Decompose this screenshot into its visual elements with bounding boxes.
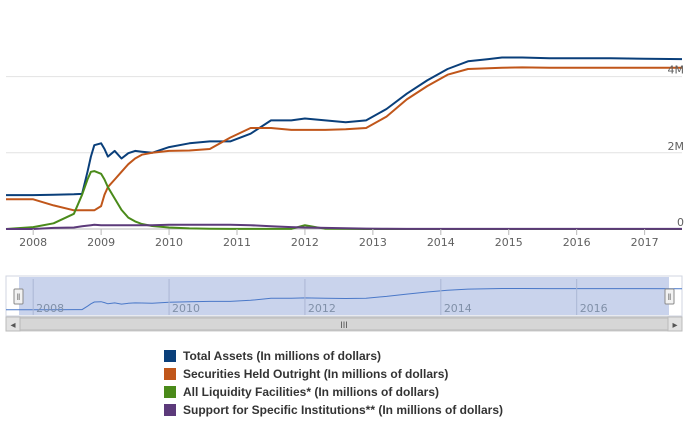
- legend-label: All Liquidity Facilities* (In millions o…: [183, 385, 440, 399]
- navigator-selected-range[interactable]: [19, 277, 669, 315]
- x-tick-label: 2015: [495, 236, 523, 249]
- series-line-1: [6, 66, 682, 212]
- x-tick-label: 2008: [19, 236, 47, 249]
- x-tick-label: 2009: [87, 236, 115, 249]
- y-tick-label: 0: [677, 216, 684, 229]
- legend-swatch: [164, 368, 176, 380]
- legend-swatch: [164, 404, 176, 416]
- navigator-x-label: 2010: [172, 302, 200, 315]
- legend-swatch: [164, 350, 176, 362]
- scrollbar[interactable]: ◂ III ▸: [5, 316, 683, 332]
- series-line-2: [5, 170, 682, 230]
- grip-icon: III: [340, 320, 348, 330]
- drag-handle-icon: ‖: [17, 292, 21, 302]
- triangle-left-icon: ◂: [10, 320, 15, 331]
- x-tick-label: 2016: [563, 236, 591, 249]
- y-axis: 0 2M 4M: [668, 64, 685, 229]
- navigator[interactable]: 2008 2010 2012 2014 2016 ‖ ‖: [5, 275, 683, 317]
- scroll-right-button[interactable]: [667, 316, 683, 332]
- series-line-3: [6, 223, 682, 230]
- plot-grid: [6, 76, 682, 230]
- legend-item-securities-held[interactable]: Securities Held Outright (In millions of…: [164, 365, 503, 383]
- legend-item-total-assets[interactable]: Total Assets (In millions of dollars): [164, 347, 503, 365]
- legend-swatch: [164, 386, 176, 398]
- x-tick-label: 2014: [427, 236, 455, 249]
- x-tick-label: 2017: [631, 236, 659, 249]
- legend-label: Securities Held Outright (In millions of…: [183, 367, 449, 381]
- x-tick-label: 2012: [291, 236, 319, 249]
- navigator-mini-chart: 2008 2010 2012 2014 2016: [6, 279, 683, 315]
- x-tick-label: 2013: [359, 236, 387, 249]
- navigator-x-label: 2008: [36, 302, 64, 315]
- legend-item-liquidity-facilities[interactable]: All Liquidity Facilities* (In millions o…: [164, 383, 503, 401]
- navigator-x-label: 2014: [444, 302, 472, 315]
- x-axis: 2008 2009 2010 2011 2012 2013 2014 2015 2016 2017: [19, 229, 659, 249]
- navigator-x-label: 2016: [580, 302, 608, 315]
- legend-item-specific-institutions[interactable]: Support for Specific Institutions** (In …: [164, 401, 503, 419]
- navigator-handle-left[interactable]: ‖: [13, 288, 24, 305]
- legend-label: Total Assets (In millions of dollars): [183, 349, 382, 363]
- navigator-series-line: [6, 288, 683, 311]
- series-lines: [5, 56, 683, 230]
- x-tick-label: 2010: [155, 236, 183, 249]
- x-tick-label: 2011: [223, 236, 251, 249]
- triangle-right-icon: ▸: [672, 320, 677, 331]
- series-line-0: [6, 56, 683, 197]
- drag-handle-icon: ‖: [668, 292, 672, 302]
- chart-legend: Total Assets (In millions of dollars) Se…: [164, 347, 503, 419]
- navigator-x-label: 2012: [308, 302, 336, 315]
- legend-label: Support for Specific Institutions** (In …: [183, 403, 504, 417]
- y-tick-label: 2M: [668, 140, 685, 153]
- y-tick-label: 4M: [668, 64, 685, 77]
- navigator-handle-right[interactable]: ‖: [664, 288, 675, 305]
